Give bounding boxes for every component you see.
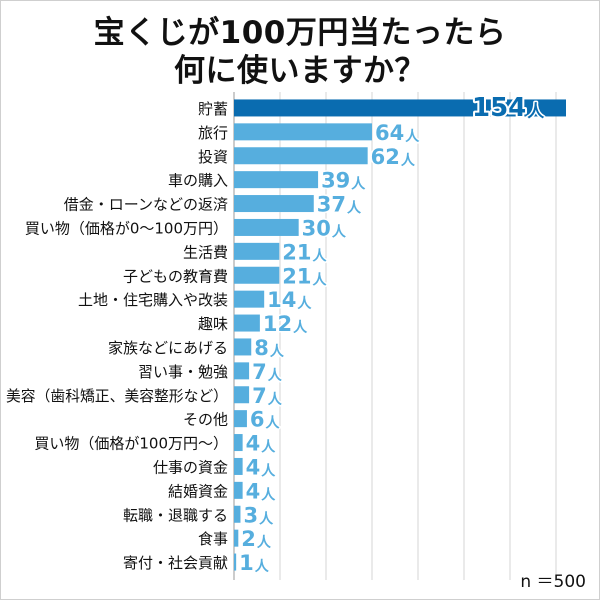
data-label-unit: 人 [268,391,283,408]
category-label: 寄付・社会貢献 [123,554,228,572]
category-label: 結婚資金 [168,482,228,500]
data-label-unit: 人 [259,510,274,527]
data-label: 4 [246,479,261,503]
bar [234,338,252,356]
data-label: 37 [317,193,346,217]
category-label: 土地・住宅購入や改装 [78,291,228,309]
data-label-unit: 人 [261,439,276,456]
data-label: 62 [371,145,400,169]
category-label: 食事 [198,530,228,548]
category-label: 生活費 [183,243,228,261]
data-label: 8 [254,336,269,360]
category-label: 買い物（価格が100万円〜） [34,435,228,453]
data-label-unit: 人 [261,486,276,503]
data-label-unit: 人 [261,462,276,479]
data-label-unit: 人 [297,295,312,312]
bar [234,147,368,165]
category-label: 車の購入 [168,172,228,190]
data-label: 3 [243,503,258,527]
category-label: 転職・退職する [123,506,228,524]
data-label: 1 [239,551,254,575]
data-label: 7 [252,384,267,408]
data-label-unit: 人 [293,319,308,336]
data-label: 2 [241,527,256,551]
category-label: 旅行 [198,124,228,142]
bar [234,362,250,380]
category-label: 借金・ローンなどの返済 [64,196,228,214]
data-label-unit: 人 [270,343,285,360]
title-line-1: 宝くじが100万円当たったら [93,15,507,51]
bar [234,123,372,141]
category-label: その他 [183,411,228,429]
data-label-unit: 人 [257,534,272,551]
category-label: 貯蓄 [198,100,228,118]
category-label: 仕事の資金 [153,458,228,476]
bar [234,386,250,404]
bar [234,553,237,571]
data-label: 21 [282,264,311,288]
bar [234,314,260,332]
data-label-unit: 人 [347,200,362,217]
sample-size-note: n ＝500 [520,572,586,592]
category-label: 買い物（価格が0〜100万円） [25,219,228,237]
data-label: 12 [263,312,292,336]
data-label-unit: 人 [405,128,420,145]
data-label: 154 [472,93,526,123]
data-label-unit: 人 [266,415,281,432]
title-line-2: 何に使いますか？ [174,53,426,89]
bar [234,481,243,499]
data-label: 30 [302,216,331,240]
data-label: 64 [375,121,404,145]
data-label: 7 [252,360,267,384]
bar [234,242,280,260]
data-label-unit: 人 [351,176,366,193]
bar [234,457,243,475]
category-label: 投資 [198,148,228,166]
data-label-unit: 人 [255,558,270,575]
category-label: 趣味 [198,315,228,333]
bar [234,218,299,236]
data-label-unit: 人 [313,247,328,264]
data-label-unit: 人 [332,223,347,240]
category-label: 家族などにあげる [108,339,228,357]
data-label: 39 [321,169,350,193]
chart-title: 宝くじが100万円当たったら 何に使いますか？ [0,14,600,90]
data-label-unit: 人 [527,102,545,122]
data-label: 4 [246,432,261,456]
data-label: 6 [250,408,265,432]
bar [234,505,241,523]
data-label-unit: 人 [401,152,416,169]
bar [234,171,319,189]
data-label-unit: 人 [268,367,283,384]
bar [234,529,239,547]
bar [234,290,265,308]
bar [234,99,566,117]
category-label: 美容（歯科矯正、美容整形など） [6,387,228,405]
data-label: 21 [282,240,311,264]
data-label-unit: 人 [313,271,328,288]
bar [234,266,280,284]
bar [234,434,243,452]
data-label: 14 [267,288,296,312]
data-label: 4 [246,455,261,479]
category-label: 習い事・勉強 [138,363,228,381]
category-label: 子どもの教育費 [123,267,228,285]
bar [234,195,314,213]
bar [234,410,247,428]
